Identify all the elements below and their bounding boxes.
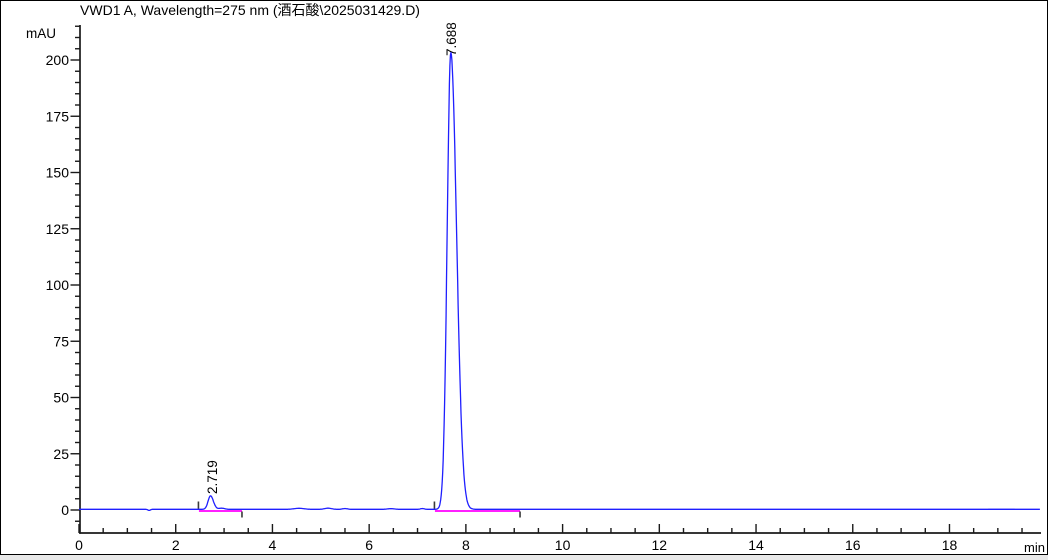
x-tick-label: 12 [652,537,668,553]
y-tick-label: 100 [46,277,70,293]
x-tick-label: 14 [748,537,764,553]
x-axis-unit-label: min [1024,540,1045,555]
y-tick-label: 50 [53,390,69,406]
y-tick-label: 175 [46,108,70,124]
y-tick-label: 0 [61,502,69,518]
x-tick-label: 0 [75,537,83,553]
x-tick-label: 8 [462,537,470,553]
peak-label-2: 7.688 [444,22,459,56]
y-axis-unit-label: mAU [26,26,56,41]
x-tick-label: 16 [845,537,861,553]
x-tick-label: 4 [269,537,277,553]
signal-trace [78,51,1041,512]
x-tick-label: 10 [555,537,571,553]
y-tick-label: 200 [46,52,70,68]
peak-label-1: 2.719 [205,460,220,494]
y-tick-label: 150 [46,165,70,181]
y-tick-label: 125 [46,221,70,237]
y-tick-label: 25 [53,446,69,462]
signal-title: VWD1 A, Wavelength=275 nm (酒石酸\202503142… [80,2,420,18]
y-tick-label: 75 [53,333,69,349]
x-tick-label: 2 [172,537,180,553]
x-tick-label: 6 [365,537,373,553]
x-tick-label: 18 [942,537,958,553]
